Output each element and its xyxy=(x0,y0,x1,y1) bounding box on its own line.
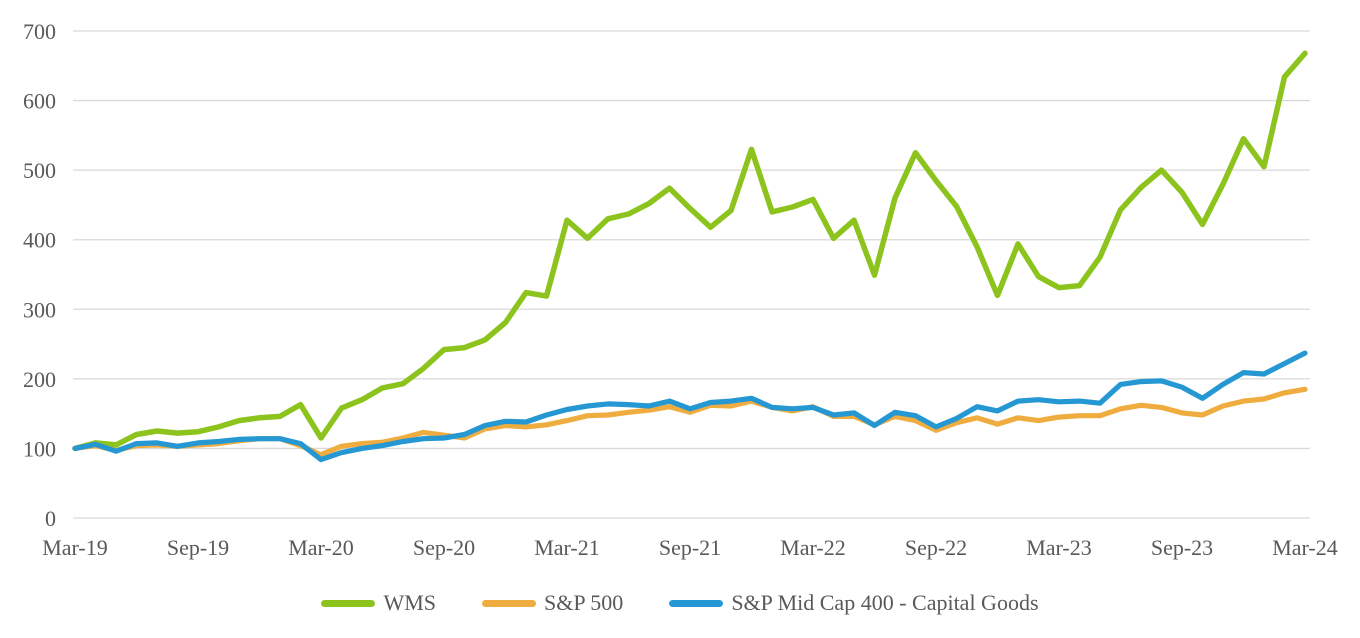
y-tick-label: 300 xyxy=(23,297,56,322)
x-tick-label: Sep-20 xyxy=(413,535,475,560)
legend-item-midcap400: S&P Mid Cap 400 - Capital Goods xyxy=(669,589,1039,617)
x-tick-label: Mar-22 xyxy=(780,535,846,560)
y-tick-label: 200 xyxy=(23,367,56,392)
legend-item-wms: WMS xyxy=(321,589,436,617)
x-tick-label: Sep-19 xyxy=(167,535,229,560)
legend-label-midcap400: S&P Mid Cap 400 - Capital Goods xyxy=(731,590,1039,615)
x-tick-label: Sep-21 xyxy=(659,535,721,560)
x-tick-label: Mar-19 xyxy=(42,535,108,560)
x-tick-label: Mar-23 xyxy=(1026,535,1092,560)
y-tick-label: 600 xyxy=(23,89,56,114)
series-line-wms xyxy=(72,50,1308,452)
x-tick-label: Mar-21 xyxy=(534,535,600,560)
legend-item-sp500: S&P 500 xyxy=(482,589,623,617)
chart-plot-area: 0 100 200 300 400 500 600 700 Mar-19 Sep-19 Mar-20… xyxy=(23,19,1338,560)
x-tick-label: Mar-24 xyxy=(1272,535,1338,560)
y-tick-label: 0 xyxy=(45,506,56,531)
y-tick-label: 700 xyxy=(23,19,56,44)
sp500-line-swatch xyxy=(482,599,537,607)
legend-label-wms: WMS xyxy=(383,590,437,615)
legend-label-sp500: S&P 500 xyxy=(544,590,624,615)
y-tick-label: 400 xyxy=(23,228,56,253)
series-line-s-p-500 xyxy=(72,386,1308,458)
x-tick-label: Sep-23 xyxy=(1151,535,1213,560)
legend: WMS S&P 500 S&P Mid Cap 400 - Capital Go… xyxy=(0,589,1360,617)
series-line-s-p-mid-cap-400-capital-goods xyxy=(72,350,1308,463)
y-tick-label: 100 xyxy=(23,436,56,461)
x-tick-label: Sep-22 xyxy=(905,535,967,560)
midcap400-line-swatch xyxy=(669,599,724,607)
x-tick-label: Mar-20 xyxy=(288,535,354,560)
y-tick-label: 500 xyxy=(23,158,56,183)
wms-line-swatch xyxy=(321,599,376,607)
